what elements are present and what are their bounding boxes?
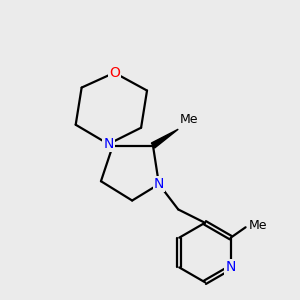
Polygon shape — [152, 129, 178, 148]
Text: Me: Me — [249, 219, 267, 232]
Text: O: O — [109, 66, 120, 80]
Text: Me: Me — [180, 113, 198, 126]
Text: N: N — [154, 177, 164, 191]
Text: N: N — [226, 260, 236, 274]
Text: N: N — [103, 137, 114, 151]
